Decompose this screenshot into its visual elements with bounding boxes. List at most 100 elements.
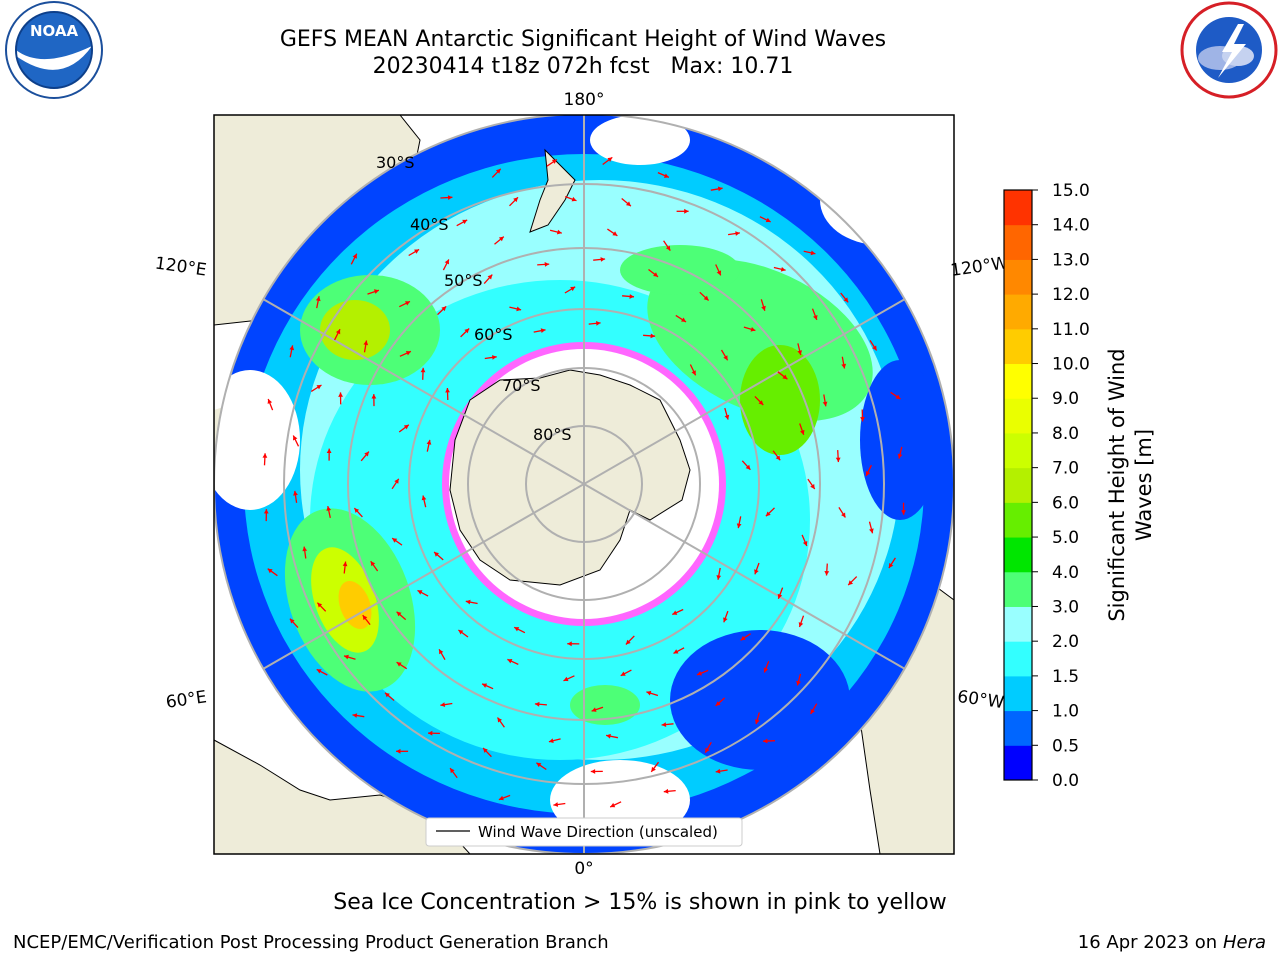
noaa-logo-icon: NOAA	[5, 1, 103, 99]
colorbar-band	[1004, 432, 1032, 469]
colorbar: 0.0 0.5 1.0 1.5 2.0 3.0 4.0 5.0 6.0 7.0 8.0 9.0 10.0…	[1003, 181, 1090, 791]
colorbar-tick-label: 6.0	[1052, 493, 1079, 513]
wave-direction-arrowhead	[796, 680, 801, 686]
wave-direction-arrowhead	[354, 508, 360, 513]
wave-direction-arrowhead	[758, 400, 764, 405]
wave-direction-arrowhead	[745, 464, 751, 470]
wave-direction-arrowhead	[872, 345, 877, 351]
wave-direction-arrowhead	[342, 561, 348, 567]
wave-direction-arrowhead	[373, 289, 379, 294]
wave-direction-arrowhead	[661, 722, 667, 727]
colorbar-tick-label: 14.0	[1052, 216, 1090, 236]
wave-direction-arrowhead	[392, 538, 398, 543]
wave-direction-arrowhead	[865, 471, 871, 476]
wave-direction-arrowhead	[289, 345, 295, 351]
chart-subtitle: 20230414 t18z 072h fcst Max: 10.71	[372, 54, 794, 79]
colorbar-tick-label: 3.0	[1052, 597, 1079, 617]
wave-direction-arrowhead	[464, 328, 470, 334]
wave-direction-arrowhead	[440, 702, 446, 707]
wave-direction-arrowhead	[396, 662, 402, 667]
colorbar-tick-label: 0.0	[1052, 771, 1079, 791]
wave-direction-arrowhead	[735, 231, 740, 236]
wave-direction-arrowhead	[492, 355, 497, 360]
wave-direction-arrowhead	[267, 399, 273, 404]
wave-direction-arrowhead	[663, 788, 669, 794]
wave-direction-arrowhead	[465, 599, 471, 605]
wave-direction-arrowhead	[352, 253, 357, 259]
wave-direction-arrowhead	[370, 561, 376, 567]
lon-label-0: 0°	[574, 859, 593, 879]
wave-direction-arrowhead	[445, 388, 450, 393]
wave-direction-arrowhead	[754, 719, 760, 725]
wave-direction-arrowhead	[691, 370, 696, 376]
noaa-logo-text: NOAA	[30, 22, 79, 40]
wave-direction-arrowhead	[302, 546, 308, 552]
wave-direction-arrowhead	[651, 766, 656, 772]
colorbar-tick-label: 0.5	[1052, 736, 1079, 756]
wave-direction-arrowhead	[813, 315, 818, 320]
wave-direction-arrowhead	[447, 195, 453, 200]
wave-direction-arrowhead	[570, 286, 576, 292]
colorbar-tick-label: 12.0	[1052, 285, 1090, 305]
wave-direction-arrowhead	[841, 512, 846, 518]
wave-direction-arrowhead	[536, 762, 542, 768]
wave-direction-arrowhead	[843, 297, 849, 303]
wave-direction-arrowhead	[414, 249, 420, 254]
wave-direction-arrowhead	[450, 768, 455, 774]
map-frame	[213, 114, 955, 855]
lat-label-60s: 60°S	[474, 325, 513, 344]
wave-direction-arrowhead	[548, 738, 554, 743]
colorbar-label-line2: Waves [m]	[1132, 429, 1156, 541]
wave-direction-arrowhead	[715, 768, 721, 774]
wave-direction-arrowhead	[458, 630, 464, 635]
wave-direction-arrowhead	[625, 639, 631, 645]
wave-direction-arrowhead	[673, 649, 679, 654]
wave-direction-arrowhead	[740, 635, 746, 641]
wave-direction-arrowhead	[293, 435, 298, 441]
colorbar-band	[1004, 398, 1032, 434]
wave-direction-arrowhead	[822, 401, 828, 407]
colorbar-tick-label: 1.0	[1052, 702, 1079, 722]
lat-label-40s: 40°S	[410, 215, 449, 234]
wave-direction-arrowhead	[750, 327, 756, 332]
wave-direction-arrowhead	[571, 196, 577, 202]
wave-direction-arrowhead	[385, 692, 390, 698]
wave-direction-arrowhead	[800, 429, 805, 435]
wave-direction-arrowhead	[551, 159, 557, 164]
colorbar-tick-label: 1.5	[1052, 667, 1079, 687]
wave-direction-arrowhead	[802, 541, 808, 546]
wave-direction-arrowhead	[705, 747, 710, 753]
wave-direction-arrowhead	[262, 453, 268, 458]
wave-direction-arrowhead	[724, 414, 730, 420]
wave-direction-arrowhead	[498, 236, 504, 242]
wave-direction-arrowhead	[798, 622, 804, 627]
wave-direction-arrowhead	[417, 590, 423, 595]
wave-direction-arrowhead	[444, 259, 449, 265]
wave-direction-arrowhead	[596, 321, 601, 326]
wave-direction-arrowhead	[607, 157, 613, 162]
wave-direction-arrowhead	[715, 701, 721, 706]
wave-direction-arrowhead	[567, 641, 572, 647]
wave-direction-arrowhead	[289, 618, 295, 624]
colorbar-band	[1004, 328, 1032, 365]
wave-direction-arrowhead	[497, 717, 502, 723]
wave-direction-arrowhead	[681, 317, 686, 322]
lat-label-80s: 80°S	[533, 425, 572, 444]
wave-direction-arrowhead	[775, 455, 781, 461]
wave-direction-arrowhead	[326, 448, 332, 453]
wave-direction-arrowhead	[697, 671, 702, 676]
lon-label-60e: 60°E	[165, 687, 208, 712]
colorbar-label-line1: Significant Height of Wind	[1105, 348, 1129, 621]
wave-direction-arrowhead	[553, 802, 559, 807]
wave-direction-arrowhead	[396, 611, 402, 617]
wave-direction-arrowhead	[848, 580, 853, 586]
wave-direction-arrowhead	[665, 245, 671, 251]
wave-direction-arrowhead	[563, 676, 569, 682]
wave-direction-arrowhead	[396, 748, 401, 754]
wave-direction-arrowhead	[663, 173, 669, 178]
vector-legend-label: Wind Wave Direction (unscaled)	[478, 823, 718, 841]
wave-direction-arrowhead	[684, 208, 689, 214]
lat-label-70s: 70°S	[502, 376, 541, 395]
wave-direction-arrowhead	[556, 229, 562, 235]
wave-direction-arrowhead	[761, 305, 766, 311]
